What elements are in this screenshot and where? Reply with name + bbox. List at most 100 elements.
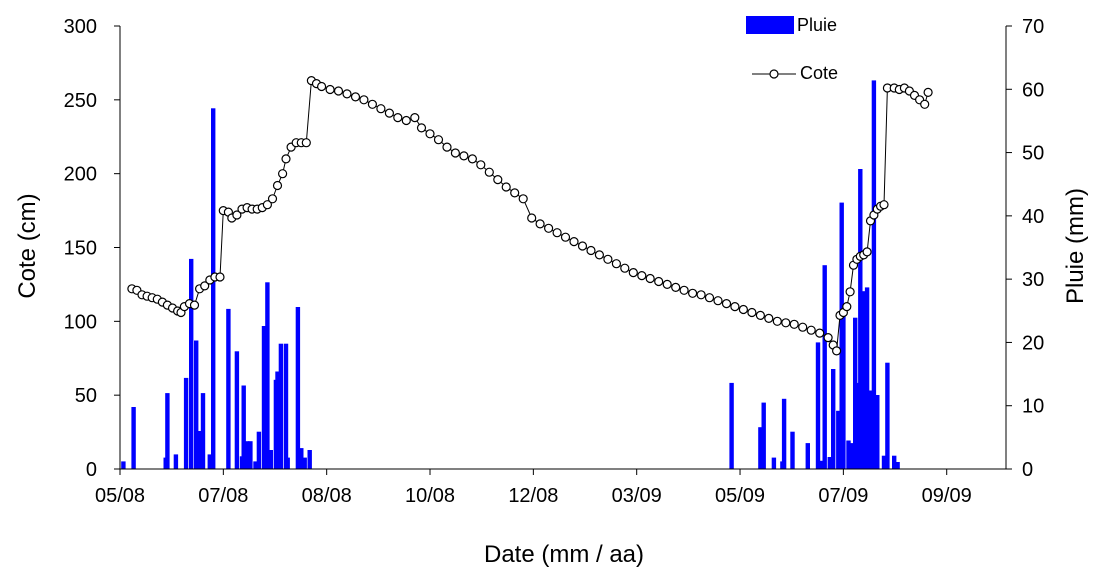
rain-bar bbox=[815, 342, 821, 469]
cote-point bbox=[662, 279, 672, 289]
cote-point bbox=[543, 223, 554, 233]
cote-point bbox=[611, 259, 622, 269]
cote-point bbox=[333, 86, 344, 96]
cote-point bbox=[215, 272, 225, 282]
cote-point bbox=[501, 182, 511, 192]
rain-bar bbox=[248, 441, 253, 469]
rain-bar bbox=[761, 402, 766, 469]
cote-point bbox=[713, 296, 723, 306]
y-tick-label-right: 70 bbox=[1022, 16, 1044, 38]
cote-point bbox=[510, 188, 520, 198]
cote-point bbox=[815, 328, 825, 338]
rain-bar bbox=[295, 307, 301, 469]
cote-point bbox=[603, 254, 613, 264]
cote-point bbox=[278, 169, 288, 179]
cote-point bbox=[262, 200, 272, 210]
cote-point bbox=[560, 232, 571, 242]
y-tick-label-left: 50 bbox=[75, 385, 97, 407]
rain-bar bbox=[261, 326, 267, 469]
y-tick-label-right: 60 bbox=[1022, 79, 1044, 101]
y-tick-label-left: 0 bbox=[86, 459, 97, 481]
cote-point bbox=[267, 194, 278, 204]
rain-bar bbox=[875, 395, 880, 469]
cote-point bbox=[342, 89, 352, 99]
rain-bar bbox=[790, 431, 795, 469]
rain-bar bbox=[805, 443, 810, 469]
rain-bar bbox=[836, 410, 841, 469]
cote-point bbox=[845, 287, 855, 297]
rain-bar bbox=[871, 80, 877, 470]
cote-point bbox=[577, 241, 588, 251]
rain-bar bbox=[194, 340, 199, 469]
rain-bar bbox=[758, 427, 763, 469]
rain-bar bbox=[771, 457, 777, 469]
rain-bar bbox=[831, 369, 836, 469]
cote-point bbox=[755, 310, 766, 320]
cote-point bbox=[459, 151, 469, 161]
cote-point bbox=[738, 304, 749, 315]
cote-point bbox=[493, 175, 503, 185]
rain-bar bbox=[841, 313, 846, 469]
rain-bar bbox=[207, 454, 212, 469]
cote-point bbox=[476, 160, 486, 170]
rain-bar bbox=[885, 362, 890, 469]
cote-point bbox=[594, 250, 605, 260]
cote-point bbox=[730, 302, 740, 312]
rain-bar bbox=[854, 382, 860, 469]
cote-point bbox=[586, 245, 596, 256]
x-tick-label: 05/09 bbox=[715, 485, 765, 507]
y-tick-label-left: 300 bbox=[64, 16, 97, 38]
cote-point bbox=[637, 271, 647, 281]
cote-point bbox=[317, 81, 327, 92]
cote-point bbox=[410, 112, 420, 123]
rain-bar bbox=[895, 462, 900, 469]
rain-bar bbox=[781, 398, 787, 469]
y-tick-label-left: 150 bbox=[64, 238, 97, 260]
x-tick-label: 12/08 bbox=[508, 485, 558, 507]
y-tick-label-left: 200 bbox=[64, 164, 97, 186]
rain-bars-layer bbox=[121, 80, 900, 470]
rain-bar bbox=[822, 265, 827, 469]
rain-bar bbox=[819, 460, 824, 469]
rain-bar bbox=[846, 440, 851, 469]
rain-bar bbox=[131, 407, 136, 469]
rain-bar bbox=[189, 258, 194, 469]
rain-bar bbox=[121, 461, 126, 469]
cote-point bbox=[450, 148, 460, 158]
cote-point bbox=[301, 138, 311, 148]
cote-point bbox=[425, 129, 435, 139]
rain-bar bbox=[881, 455, 887, 469]
rain-bar bbox=[864, 287, 870, 469]
cote-point bbox=[433, 135, 444, 145]
axes-layer: 0 50 100 150 200 250 300 0 10 20 30 40 50 60 70 05/08 07… bbox=[64, 16, 1045, 507]
cote-point bbox=[620, 263, 630, 273]
y-tick-label-right: 10 bbox=[1022, 396, 1044, 418]
cote-point bbox=[831, 346, 842, 356]
cote-point bbox=[484, 167, 494, 177]
legend-swatch-pluie bbox=[746, 16, 794, 34]
cote-point bbox=[442, 142, 452, 152]
cote-point bbox=[798, 322, 808, 332]
y-tick-label-right: 30 bbox=[1022, 269, 1044, 291]
cote-point bbox=[325, 84, 335, 95]
rain-bar bbox=[200, 393, 206, 469]
rain-bar bbox=[275, 371, 280, 469]
cote-point bbox=[189, 300, 200, 310]
rain-bar bbox=[183, 377, 189, 469]
legend-marker-cote bbox=[769, 69, 779, 79]
rain-bar bbox=[165, 393, 170, 469]
cote-point bbox=[679, 285, 689, 295]
cote-point bbox=[704, 293, 715, 303]
rain-bar bbox=[241, 385, 246, 469]
cote-point bbox=[552, 228, 562, 238]
cote-point bbox=[393, 112, 403, 123]
rain-bar bbox=[268, 450, 273, 469]
cote-point bbox=[879, 200, 889, 210]
rain-bar bbox=[226, 308, 231, 469]
cote-point bbox=[671, 282, 681, 292]
cote-point bbox=[862, 247, 872, 257]
legend: Pluie Cote bbox=[746, 15, 838, 83]
cote-point bbox=[764, 313, 774, 323]
cote-point bbox=[923, 87, 933, 98]
